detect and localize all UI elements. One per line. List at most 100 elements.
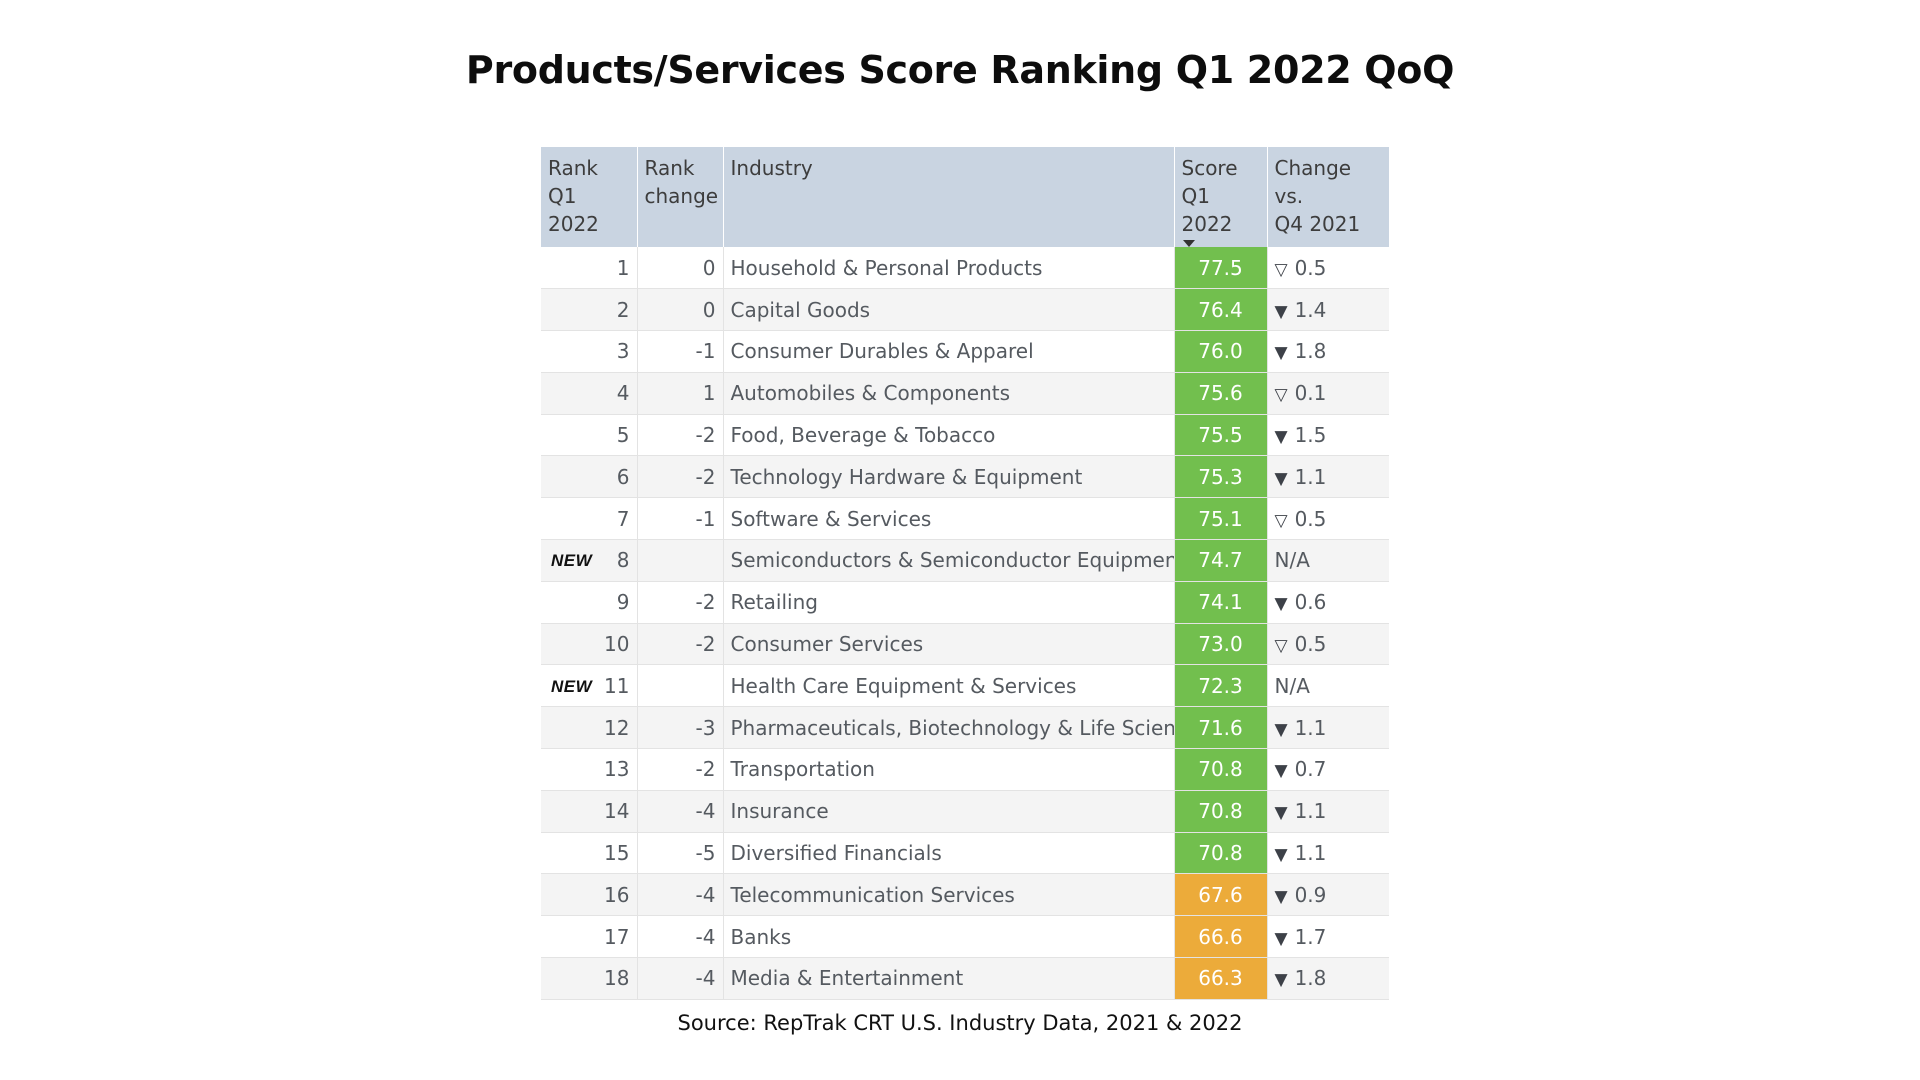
table-row: 3 -1 Consumer Durables & Apparel 76.0 ▼ 1.8 (541, 330, 1389, 373)
cell-change: ▼ 1.8 (1267, 330, 1389, 373)
cell-score: 73.0 (1174, 623, 1268, 666)
cell-industry: Telecommunication Services (723, 873, 1175, 917)
rank-value: 17 (604, 924, 630, 949)
cell-score: 71.6 (1174, 706, 1268, 750)
table-row: 12 -3 Pharmaceuticals, Biotechnology & Lif… (541, 706, 1389, 750)
cell-rank-change: -1 (637, 330, 724, 373)
triangle-down-outline-icon: ▽ (1274, 385, 1288, 406)
new-badge: NEW (551, 676, 593, 696)
table-row: 16 -4 Telecommunication Services 67.6 ▼ 0.9 (541, 873, 1389, 917)
table-row: 10 -2 Consumer Services 73.0 ▽ 0.5 (541, 623, 1389, 666)
cell-score: 66.3 (1174, 957, 1268, 1000)
rank-value: 4 (616, 381, 630, 406)
cell-score: 72.3 (1174, 664, 1268, 708)
header-change-line1: Change vs. (1274, 156, 1352, 208)
cell-change: ▽ 0.1 (1267, 372, 1389, 415)
triangle-down-filled-icon: ▼ (1274, 761, 1288, 782)
change-value: 0.7 (1294, 757, 1327, 782)
cell-industry: Retailing (723, 581, 1175, 624)
cell-change: ▼ 1.4 (1267, 288, 1389, 332)
cell-score: 77.5 (1174, 247, 1268, 290)
header-score[interactable]: Score Q1 2022 (1174, 147, 1268, 247)
page-title: Products/Services Score Ranking Q1 2022 … (465, 48, 1455, 92)
table-row: 5 -2 Food, Beverage & Tobacco 75.5 ▼ 1.5 (541, 414, 1389, 457)
cell-industry: Diversified Financials (723, 832, 1175, 875)
cell-rank-change: 0 (637, 247, 724, 290)
header-rank-line1: Rank Q1 (548, 156, 598, 208)
rank-value: 12 (604, 715, 630, 740)
cell-rank: 3 (541, 330, 638, 373)
cell-rank-change: -4 (637, 957, 724, 1000)
cell-rank: 1 (541, 247, 638, 290)
cell-change: ▼ 1.7 (1267, 915, 1389, 959)
cell-rank: NEW 11 (541, 664, 638, 708)
table-row: 7 -1 Software & Services 75.1 ▽ 0.5 (541, 497, 1389, 541)
header-change-line2: Q4 2021 (1274, 212, 1361, 236)
rank-value: 7 (616, 506, 630, 531)
table-row: NEW 11 Health Care Equipment & Services 72.… (541, 664, 1389, 708)
header-rank-line2: 2022 (548, 212, 599, 236)
cell-rank: 5 (541, 414, 638, 457)
table-header-row: Rank Q1 2022 Rank change Industry Score … (541, 147, 1389, 247)
triangle-down-filled-icon: ▼ (1274, 468, 1288, 489)
cell-rank-change: -4 (637, 873, 724, 917)
rank-value: 1 (616, 255, 630, 280)
cell-score: 75.1 (1174, 497, 1268, 541)
cell-score: 75.5 (1174, 414, 1268, 457)
change-value: 1.4 (1294, 297, 1327, 322)
cell-score: 75.3 (1174, 455, 1268, 499)
cell-score: 76.4 (1174, 288, 1268, 332)
cell-change: N/A (1267, 664, 1389, 708)
cell-rank: 16 (541, 873, 638, 917)
table-row: 1 0 Household & Personal Products 77.5 ▽ 0.5 (541, 247, 1389, 290)
header-change[interactable]: Change vs. Q4 2021 (1267, 147, 1389, 247)
table-row: 9 -2 Retailing 74.1 ▼ 0.6 (541, 581, 1389, 624)
cell-industry: Media & Entertainment (723, 957, 1175, 1000)
cell-rank: 13 (541, 748, 638, 791)
table-row: 17 -4 Banks 66.6 ▼ 1.7 (541, 915, 1389, 959)
cell-rank-change: -2 (637, 581, 724, 624)
cell-change: ▽ 0.5 (1267, 623, 1389, 666)
cell-industry: Semiconductors & Semiconductor Equipment (723, 539, 1175, 582)
cell-industry: Food, Beverage & Tobacco (723, 414, 1175, 457)
cell-rank: 18 (541, 957, 638, 1000)
cell-industry: Technology Hardware & Equipment (723, 455, 1175, 499)
change-value: 0.5 (1294, 632, 1327, 657)
cell-rank-change: -5 (637, 832, 724, 875)
cell-score: 70.8 (1174, 790, 1268, 833)
cell-change: ▼ 1.5 (1267, 414, 1389, 457)
header-rank[interactable]: Rank Q1 2022 (541, 147, 638, 247)
cell-industry: Capital Goods (723, 288, 1175, 332)
header-industry-label: Industry (730, 156, 813, 180)
rank-value: 11 (604, 673, 630, 698)
header-rank-change[interactable]: Rank change (637, 147, 724, 247)
cell-industry: Insurance (723, 790, 1175, 833)
rank-value: 2 (616, 297, 630, 322)
rank-value: 3 (616, 339, 630, 364)
cell-change: ▼ 1.1 (1267, 706, 1389, 750)
change-value: 0.6 (1294, 590, 1327, 615)
rank-value: 9 (616, 590, 630, 615)
cell-industry: Consumer Services (723, 623, 1175, 666)
triangle-down-filled-icon: ▼ (1274, 301, 1288, 322)
change-value: N/A (1274, 548, 1310, 573)
cell-change: ▽ 0.5 (1267, 497, 1389, 541)
sort-descending-icon[interactable] (1182, 240, 1195, 247)
table-row: 2 0 Capital Goods 76.4 ▼ 1.4 (541, 288, 1389, 332)
cell-change: ▼ 1.1 (1267, 455, 1389, 499)
cell-industry: Transportation (723, 748, 1175, 791)
cell-change: ▽ 0.5 (1267, 247, 1389, 290)
cell-rank-change: -4 (637, 790, 724, 833)
cell-score: 74.7 (1174, 539, 1268, 582)
header-industry[interactable]: Industry (723, 147, 1175, 247)
triangle-down-filled-icon: ▼ (1274, 928, 1288, 949)
cell-rank: 7 (541, 497, 638, 541)
cell-rank: 17 (541, 915, 638, 959)
change-value: 0.9 (1294, 882, 1327, 907)
cell-score: 67.6 (1174, 873, 1268, 917)
rank-value: 18 (604, 966, 630, 991)
header-score-line1: Score (1181, 156, 1238, 180)
cell-rank-change: -2 (637, 414, 724, 457)
triangle-down-filled-icon: ▼ (1274, 343, 1288, 364)
triangle-down-outline-icon: ▽ (1274, 259, 1288, 280)
